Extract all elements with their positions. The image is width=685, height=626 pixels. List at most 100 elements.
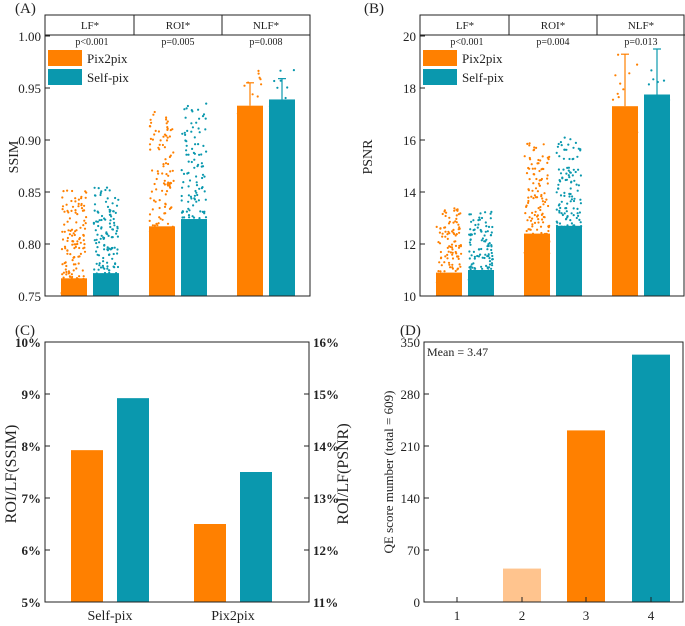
a-point: [68, 271, 71, 274]
b-point: [480, 216, 484, 220]
a-point: [83, 219, 86, 222]
b-point: [485, 238, 488, 241]
a-point: [151, 208, 154, 211]
a-point: [115, 229, 118, 233]
a-point: [96, 246, 99, 249]
b-point: [650, 69, 653, 72]
b-point: [533, 213, 536, 217]
b-point: [576, 207, 579, 210]
panel-b-frame: [419, 14, 685, 297]
a-bar-nlf-pix2pix: [237, 105, 263, 297]
a-point: [260, 83, 263, 86]
b-point: [471, 266, 474, 269]
panel-c-ytick-label-right: 16%: [313, 335, 339, 350]
a-point: [104, 218, 107, 221]
b-point: [572, 168, 575, 171]
panel-d-bars: [503, 354, 670, 602]
b-point: [481, 237, 484, 240]
b-point: [469, 268, 472, 271]
b-point: [490, 267, 493, 270]
a-point: [98, 219, 101, 222]
a-point: [107, 269, 111, 272]
a-point: [201, 173, 205, 176]
a-point: [63, 230, 66, 233]
b-point: [489, 212, 492, 215]
a-point: [72, 263, 75, 266]
a-point: [83, 227, 87, 230]
a-point: [75, 221, 78, 224]
b-point: [526, 142, 529, 145]
a-point: [71, 259, 74, 262]
b-point: [474, 223, 477, 227]
b-point: [557, 183, 560, 186]
a-point: [180, 199, 183, 202]
a-point: [61, 196, 64, 199]
a-point: [167, 162, 170, 166]
b-point: [531, 225, 534, 228]
a-point: [81, 269, 84, 272]
b-point: [557, 142, 560, 146]
a-bar-nlf-selfpix: [269, 99, 295, 296]
a-point: [201, 115, 205, 118]
b-point: [533, 221, 537, 224]
b-point: [574, 141, 578, 144]
b-point: [537, 182, 541, 185]
b-point: [541, 200, 545, 203]
a-point: [78, 236, 81, 240]
b-point: [477, 223, 480, 226]
a-point: [150, 190, 153, 193]
legend-swatch-selfpix: [423, 69, 457, 85]
b-point: [484, 221, 487, 224]
b-point: [451, 253, 454, 256]
a-point: [195, 191, 198, 194]
b-point: [546, 174, 549, 177]
a-point: [155, 222, 158, 225]
panel-a-p-roi: p=0.005: [161, 37, 194, 48]
b-point: [527, 199, 530, 203]
b-point: [576, 189, 579, 192]
panel-d-label: (D): [400, 323, 421, 339]
a-ytick-label: 0.80: [18, 237, 41, 252]
b-point: [452, 228, 455, 231]
b-point: [459, 265, 462, 268]
a-point: [195, 175, 198, 178]
b-point: [438, 261, 441, 264]
a-point: [259, 78, 262, 81]
b-point: [528, 228, 531, 231]
a-point: [103, 248, 106, 251]
a-point: [187, 194, 190, 197]
b-point: [577, 184, 581, 187]
a-point: [80, 197, 83, 200]
a-point: [78, 246, 81, 250]
a-point: [82, 233, 85, 237]
a-point: [68, 233, 71, 236]
b-point: [539, 225, 543, 228]
a-point: [65, 264, 68, 268]
a-point: [72, 232, 75, 235]
b-point: [565, 178, 569, 181]
a-point: [77, 198, 80, 201]
a-point: [78, 255, 81, 258]
a-point: [149, 197, 152, 200]
panel-b-p-roi: p=0.004: [536, 37, 569, 48]
panel-c-ytick-label-right: 12%: [313, 543, 339, 558]
a-point: [76, 240, 79, 243]
a-point: [165, 173, 168, 176]
a-point: [93, 203, 97, 206]
panel-c-ytick-label-right: 14%: [313, 439, 339, 454]
a-point: [108, 208, 111, 211]
b-point: [468, 257, 471, 260]
b-point: [457, 223, 460, 226]
a-point: [193, 152, 196, 155]
b-point: [483, 234, 486, 237]
b-point: [478, 216, 481, 219]
a-point: [66, 239, 69, 242]
a-point: [199, 210, 202, 213]
a-point: [157, 172, 160, 175]
a-point: [97, 268, 100, 271]
a-point: [60, 248, 64, 251]
b-point: [579, 202, 583, 205]
a-point: [105, 186, 109, 189]
a-point: [152, 113, 155, 116]
a-point: [163, 146, 166, 149]
